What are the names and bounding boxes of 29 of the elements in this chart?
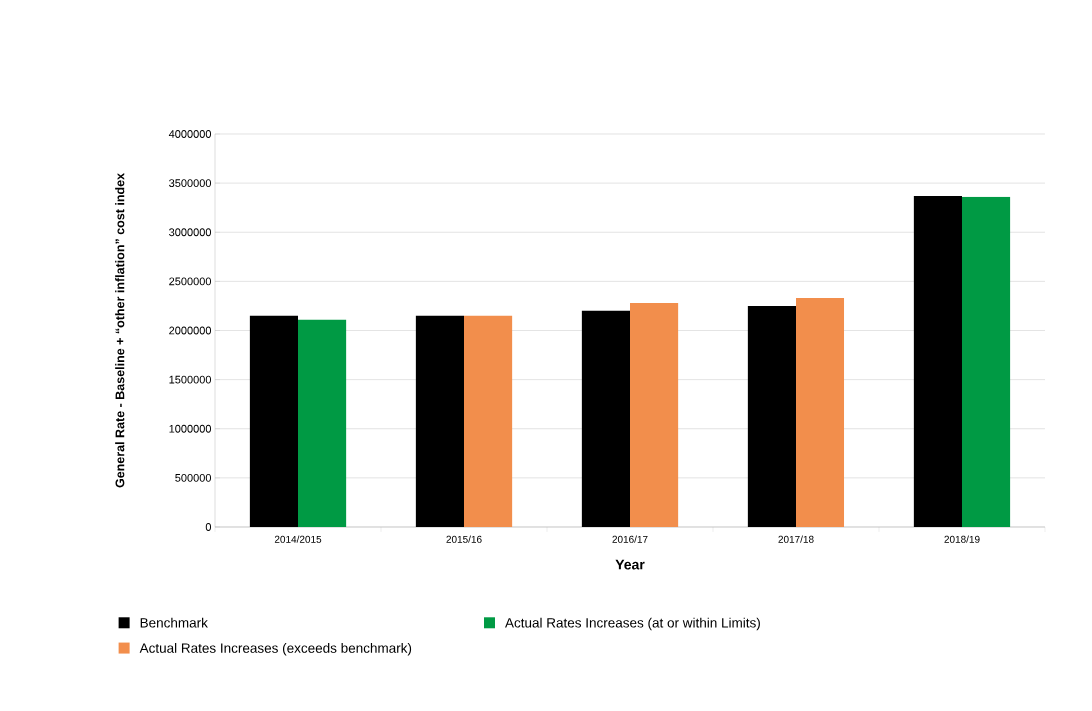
legend-label: Actual Rates Increases (at or within Limits)	[505, 617, 760, 631]
y-tick-label: 3000000	[169, 228, 212, 237]
y-tick-label: 3500000	[169, 179, 212, 188]
legend-label: Actual Rates Increases (exceeds benchmark)	[139, 642, 412, 656]
x-tick-label: 2018/19	[944, 535, 980, 543]
bar	[415, 315, 464, 527]
bar	[796, 298, 845, 527]
x-axis-title: Year	[615, 559, 645, 570]
x-tick-label: 2016/17	[612, 535, 648, 543]
x-tick-label: 2014/2015	[274, 535, 322, 543]
x-tick-label: 2015/16	[446, 535, 482, 543]
y-tick-label: 0	[205, 523, 212, 531]
y-tick-label: 4000000	[168, 130, 212, 138]
bar	[913, 195, 962, 527]
y-tick-label: 2000000	[169, 326, 212, 335]
bar	[298, 319, 347, 527]
y-tick-label: 1000000	[169, 424, 212, 433]
bar	[581, 310, 630, 527]
x-tick-label: 2017/18	[778, 535, 814, 543]
bar	[962, 196, 1011, 527]
legend-label: Benchmark	[140, 617, 208, 628]
bar	[630, 302, 679, 527]
bar	[747, 305, 796, 527]
bar	[464, 315, 513, 527]
y-axis-title: General Rate - Baseline + “other inflation” cost index	[115, 173, 125, 488]
y-tick-label: 1500000	[169, 375, 212, 384]
bar	[249, 315, 298, 527]
y-tick-label: 500000	[175, 473, 212, 482]
y-tick-label: 2500000	[169, 277, 212, 286]
